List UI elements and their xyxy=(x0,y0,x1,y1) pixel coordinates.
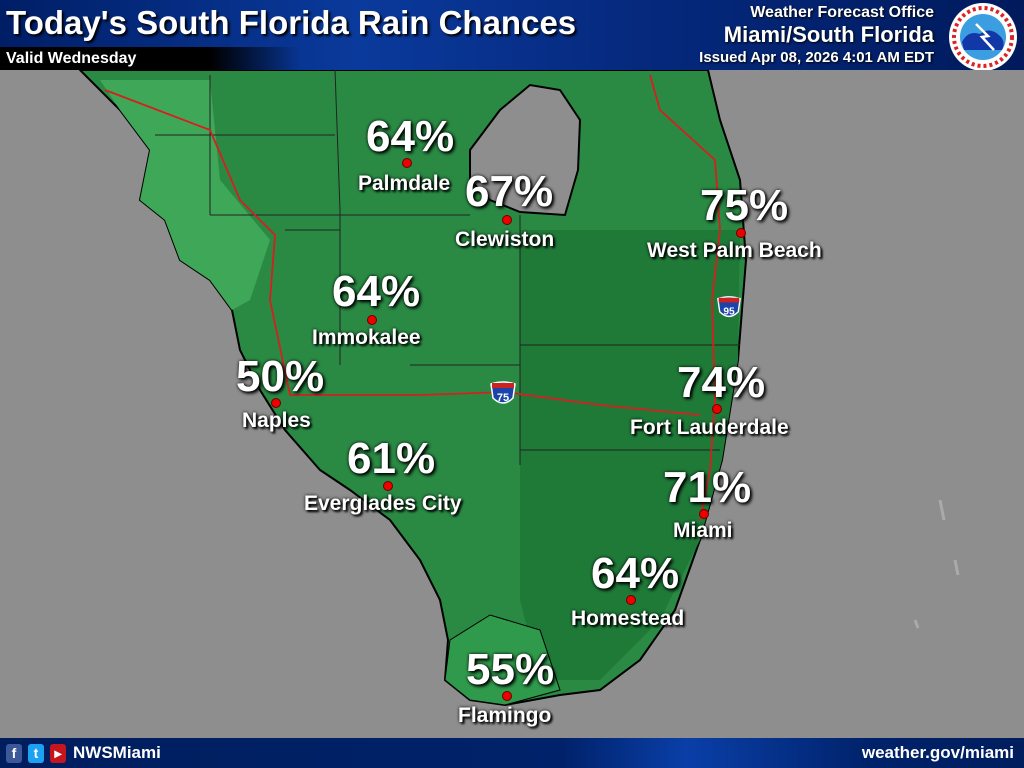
city-marker xyxy=(383,481,393,491)
nws-logo-icon xyxy=(949,3,1017,71)
rain-chance: 55% xyxy=(466,645,555,694)
rain-chance: 50% xyxy=(236,352,325,401)
twitter-icon[interactable]: t xyxy=(28,744,44,763)
rain-chance: 75% xyxy=(700,181,789,230)
city-marker xyxy=(699,509,709,519)
florida-map xyxy=(0,70,1024,738)
city-name: Flamingo xyxy=(458,704,552,727)
office-label: Weather Forecast Office xyxy=(750,4,934,21)
city-name: Homestead xyxy=(571,607,685,630)
office-name: Miami/South Florida xyxy=(723,22,934,47)
website-link[interactable]: weather.gov/miami xyxy=(861,743,1014,762)
city-name: Palmdale xyxy=(358,172,451,195)
city-marker xyxy=(736,228,746,238)
florida-bay xyxy=(444,614,561,706)
rain-chance: 64% xyxy=(591,549,680,598)
city-name: Everglades City xyxy=(304,492,462,515)
lake-okeechobee xyxy=(469,83,582,217)
city-name: Clewiston xyxy=(455,228,555,251)
rain-chance: 64% xyxy=(366,112,455,161)
inland-darker xyxy=(520,230,740,680)
city-name: Fort Lauderdale xyxy=(630,416,789,439)
rain-chance: 64% xyxy=(332,267,421,316)
city-marker xyxy=(502,215,512,225)
city-marker xyxy=(712,404,722,414)
rain-chance: 71% xyxy=(663,463,752,512)
city-marker xyxy=(402,158,412,168)
page-title: Today's South Florida Rain Chances xyxy=(6,4,577,41)
city-name: Immokalee xyxy=(312,326,421,349)
svg-text:75: 75 xyxy=(497,392,509,404)
facebook-icon[interactable]: f xyxy=(6,744,22,763)
svg-text:95: 95 xyxy=(723,307,735,318)
footer-banner: f t ▸ NWSMiami weather.gov/miami xyxy=(0,738,1024,768)
city-marker xyxy=(367,315,377,325)
city-name: Miami xyxy=(673,519,733,542)
city-marker xyxy=(626,595,636,605)
city-name: Naples xyxy=(242,409,311,432)
city-marker xyxy=(271,398,281,408)
i95-shield-icon: 95 xyxy=(717,296,741,318)
county-lines xyxy=(155,70,740,465)
rain-chance: 61% xyxy=(347,434,436,483)
youtube-icon[interactable]: ▸ xyxy=(50,744,66,763)
rain-chance: 74% xyxy=(677,358,766,407)
west-coast-lighter xyxy=(100,80,270,310)
social-handle[interactable]: NWSMiami xyxy=(73,743,161,762)
i75-shield-icon: 75 xyxy=(490,381,516,404)
highway-routes xyxy=(104,74,721,521)
rain-chance: 67% xyxy=(465,167,554,216)
city-name: West Palm Beach xyxy=(647,239,822,262)
header-banner: Today's South Florida Rain Chances Valid… xyxy=(0,0,1024,71)
issued-time: Issued Apr 08, 2026 4:01 AM EDT xyxy=(699,49,934,66)
valid-day: Valid Wednesday xyxy=(0,47,300,70)
city-marker xyxy=(502,691,512,701)
